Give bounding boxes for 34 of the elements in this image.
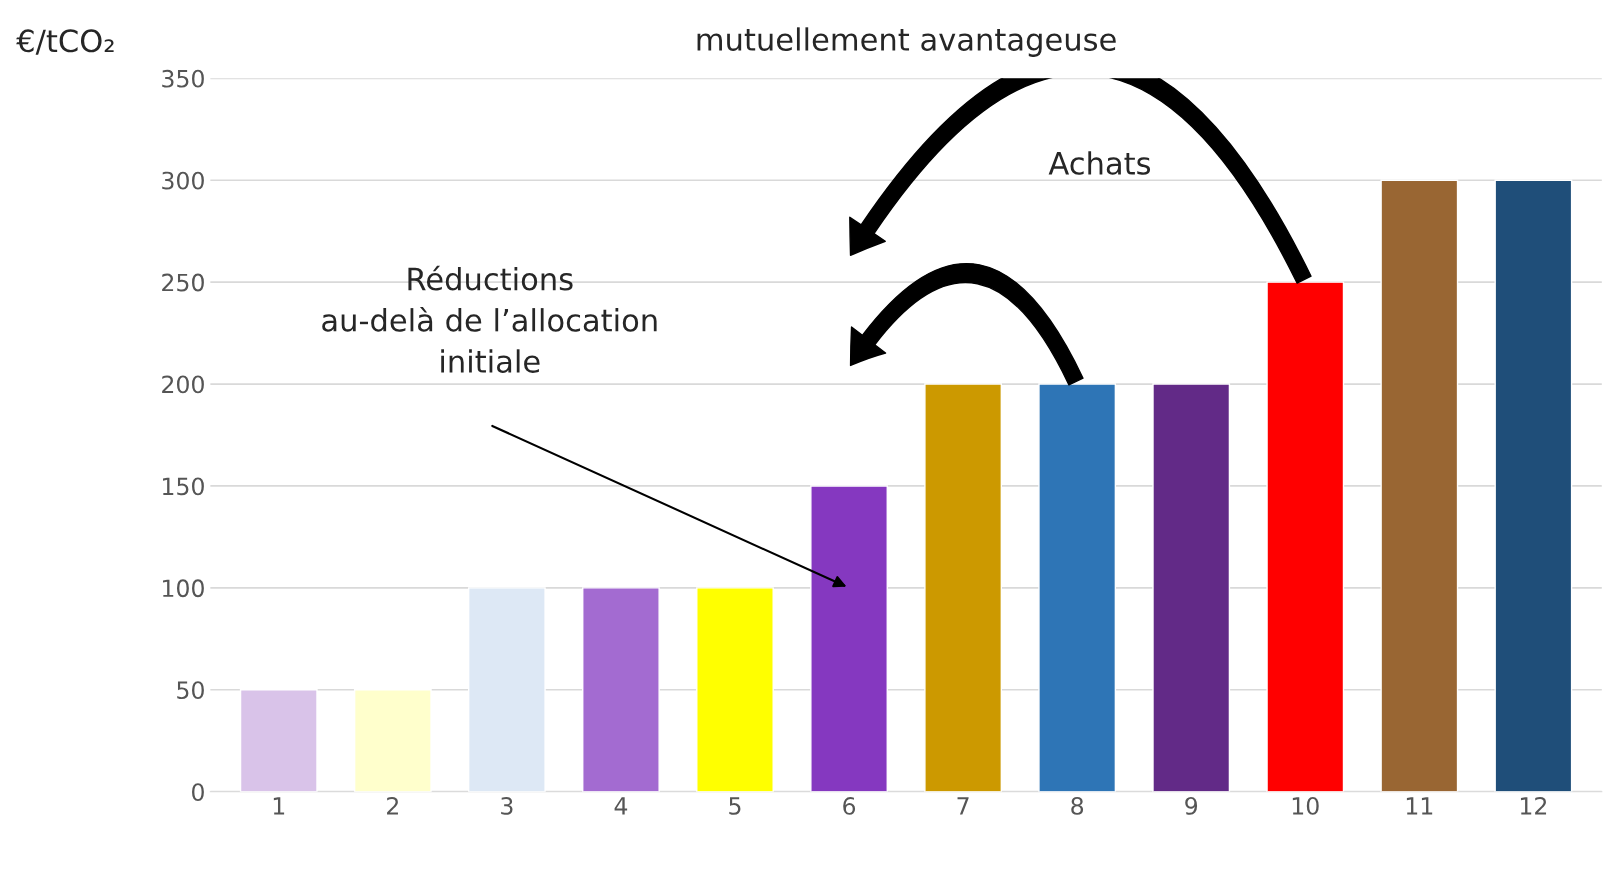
x-tick-label: 12 xyxy=(1520,796,1547,815)
x-tick-label: 2 xyxy=(387,796,398,815)
y-tick-label: 0 xyxy=(192,783,204,802)
x-tick-label: 11 xyxy=(1406,797,1433,815)
x-tick-label: 7 xyxy=(957,797,969,815)
y-tick-label: 350 xyxy=(162,69,204,88)
bar xyxy=(810,485,888,792)
x-tick-label: 4 xyxy=(614,797,628,815)
x-tick-label: 6 xyxy=(843,796,856,815)
bar xyxy=(582,587,660,792)
chart-title: mutuellement avantageuse xyxy=(697,27,1116,57)
annotation: Réductions au-delà de l’allocation initiale xyxy=(322,265,657,373)
x-tick-label: 1 xyxy=(273,797,285,815)
bar xyxy=(696,587,774,792)
bar xyxy=(1380,179,1459,792)
y-tick-label: 250 xyxy=(162,273,204,292)
y-tick-label: 300 xyxy=(162,171,204,190)
y-tick-label: 50 xyxy=(177,681,204,700)
bar xyxy=(1494,179,1573,792)
annotation: Achats xyxy=(1048,151,1151,175)
y-axis-title: €/tCO₂ xyxy=(16,29,114,55)
x-tick-label: 8 xyxy=(1071,796,1084,815)
bar xyxy=(1266,281,1345,792)
bar xyxy=(1152,383,1231,792)
x-tick-label: 5 xyxy=(729,797,741,815)
y-tick-label: 150 xyxy=(163,477,204,496)
x-tick-label: 10 xyxy=(1292,796,1319,815)
bar xyxy=(467,587,546,792)
x-tick-label: 3 xyxy=(501,796,513,815)
y-tick-label: 200 xyxy=(162,375,204,394)
x-tick-label: 9 xyxy=(1185,796,1198,815)
bar xyxy=(239,689,318,792)
bar xyxy=(353,689,432,792)
y-tick-label: 100 xyxy=(163,579,204,598)
